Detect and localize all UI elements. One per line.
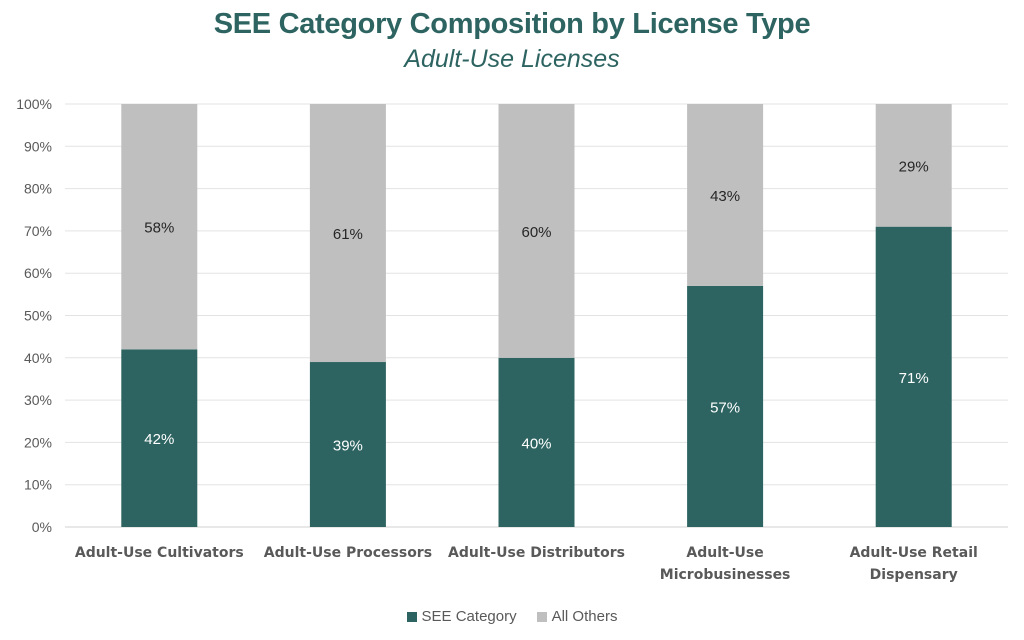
data-label: 60% [521,224,551,241]
data-label: 71% [899,370,929,387]
bar-segment [498,104,575,358]
bar-segment [687,285,764,527]
y-tick-label: 10% [24,477,52,493]
y-tick-label: 90% [24,138,52,154]
x-tick-label: Adult-Use Processors [264,545,432,561]
y-tick-label: 40% [24,350,52,366]
bar-segment [309,104,386,363]
bar-segment [687,104,764,286]
x-tick-label: Microbusinesses [660,567,791,583]
chart-title: SEE Category Composition by License Type [213,8,811,40]
x-tick-label: Adult-Use Retail [850,545,978,561]
x-tick-label: Adult-Use Cultivators [75,545,244,561]
bar-segment [309,362,386,527]
legend: SEE Category All Others [0,608,1024,625]
legend-swatch-see [406,611,417,622]
data-label: 61% [333,226,363,243]
bar-segment [498,357,575,527]
data-label: 43% [710,188,740,205]
y-tick-label: 70% [24,223,52,239]
y-tick-label: 50% [24,308,52,324]
y-tick-label: 30% [24,392,52,408]
x-tick-label: Dispensary [870,567,958,583]
bar-segment [121,349,198,527]
x-tick-label: Adult-Use Distributors [448,545,625,561]
chart-subtitle: Adult-Use Licenses [404,45,620,73]
bar-segment [875,104,952,227]
bar-segment [121,104,198,350]
y-tick-label: 100% [16,96,52,112]
legend-item-see: SEE Category [406,608,517,625]
y-tick-label: 20% [24,434,52,450]
legend-label-see: SEE Category [421,608,517,625]
y-tick-label: 80% [24,181,52,197]
legend-label-others: All Others [551,608,618,625]
data-label: 58% [144,220,174,237]
data-label: 40% [521,435,551,452]
data-label: 39% [333,438,363,455]
legend-item-others: All Others [536,608,618,625]
y-tick-label: 0% [32,519,52,535]
legend-swatch-others [536,611,547,622]
bar-segment [875,226,952,528]
data-label: 29% [899,158,929,175]
data-label: 42% [144,431,174,448]
y-tick-label: 60% [24,265,52,281]
x-tick-label: Adult-Use [686,545,763,561]
data-label: 57% [710,399,740,416]
